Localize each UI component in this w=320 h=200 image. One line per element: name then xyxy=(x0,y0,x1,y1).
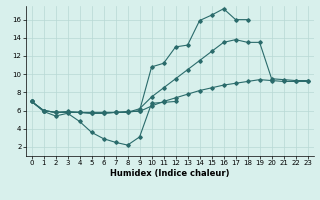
X-axis label: Humidex (Indice chaleur): Humidex (Indice chaleur) xyxy=(110,169,229,178)
